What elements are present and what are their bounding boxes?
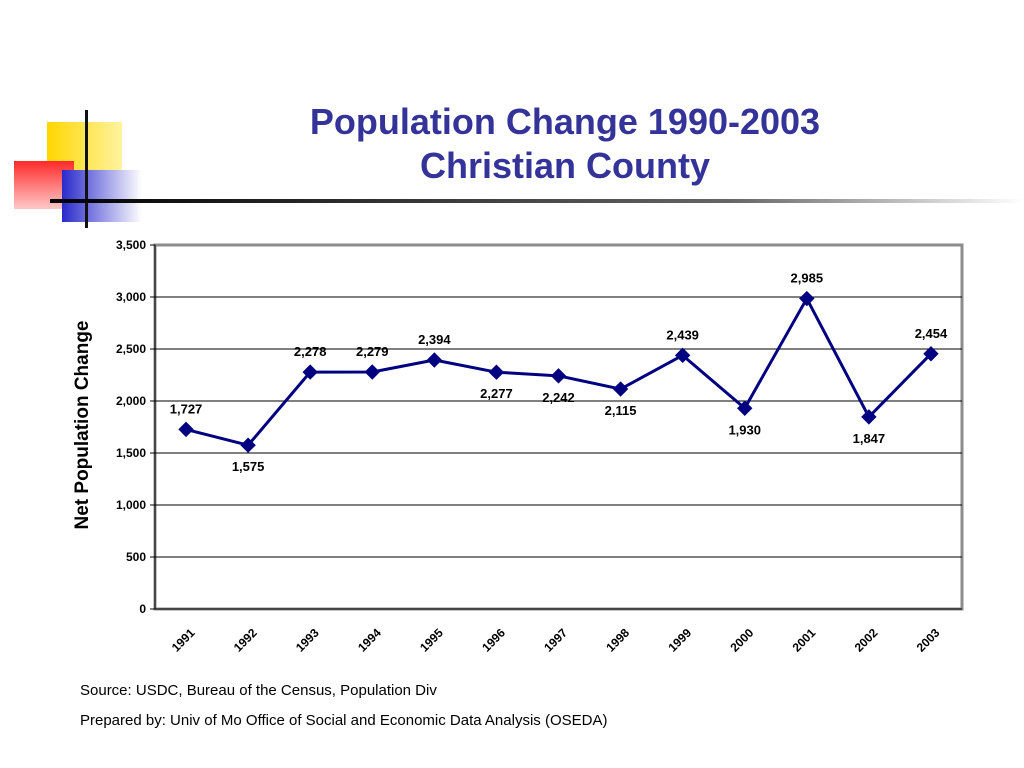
data-label: 2,439 bbox=[666, 327, 699, 342]
data-point bbox=[178, 421, 194, 438]
x-tick-label: 1994 bbox=[355, 626, 384, 655]
slide-decoration bbox=[14, 110, 1024, 228]
plot-area bbox=[153, 243, 964, 611]
x-tick-label: 1996 bbox=[479, 626, 508, 655]
y-tick-label: 500 bbox=[126, 550, 146, 564]
data-label: 2,115 bbox=[605, 403, 637, 418]
data-label: 2,277 bbox=[480, 386, 513, 401]
y-tick-label: 0 bbox=[139, 602, 146, 616]
y-axis-label: Net Population Change bbox=[72, 321, 93, 530]
data-label: 2,279 bbox=[356, 344, 389, 359]
data-label: 1,727 bbox=[170, 401, 203, 416]
x-tick-label: 1991 bbox=[169, 626, 198, 655]
x-tick-label: 1995 bbox=[417, 626, 446, 655]
data-point bbox=[426, 352, 443, 368]
y-tick-label: 2,000 bbox=[116, 394, 146, 408]
x-tick-label: 1993 bbox=[293, 626, 322, 655]
slide-title: Population Change 1990-2003 Christian Co… bbox=[210, 100, 920, 188]
slide-title-line2: Christian County bbox=[419, 145, 710, 186]
line-chart: 0 500 1,000 1,500 2,000 2,500 3,000 3,500 1991 1… bbox=[72, 238, 964, 655]
data-label: 2,394 bbox=[418, 332, 451, 347]
y-tick-label: 3,000 bbox=[116, 290, 146, 304]
data-point bbox=[550, 368, 567, 384]
slide-title-line1: Population Change 1990-2003 bbox=[309, 101, 821, 142]
data-point bbox=[612, 381, 629, 397]
data-point bbox=[674, 347, 691, 364]
deco-blue-square bbox=[62, 170, 142, 222]
y-tick-label: 3,500 bbox=[116, 238, 146, 252]
data-point bbox=[737, 400, 753, 416]
data-point bbox=[861, 409, 877, 425]
x-tick-label: 2000 bbox=[728, 626, 757, 655]
deco-vertical-line bbox=[85, 110, 88, 228]
x-tick-label: 2003 bbox=[914, 626, 943, 655]
data-point bbox=[799, 290, 815, 307]
data-label: 1,930 bbox=[728, 422, 761, 437]
x-tick-label: 1999 bbox=[665, 626, 694, 655]
data-label: 1,847 bbox=[853, 431, 886, 446]
data-label: 2,242 bbox=[542, 390, 575, 405]
data-label: 2,454 bbox=[915, 326, 948, 341]
x-tick-label: 1992 bbox=[231, 626, 260, 655]
data-label: 2,278 bbox=[294, 344, 327, 359]
data-label: 2,985 bbox=[791, 271, 824, 286]
source-note: Source: USDC, Bureau of the Census, Popu… bbox=[80, 682, 437, 699]
data-label: 1,575 bbox=[232, 459, 265, 474]
y-tick-label: 1,500 bbox=[116, 446, 146, 460]
y-tick-label: 1,000 bbox=[116, 498, 146, 512]
data-point bbox=[302, 364, 318, 380]
x-tick-label: 1998 bbox=[603, 626, 632, 655]
x-tick-label: 2001 bbox=[790, 626, 819, 655]
deco-horizontal-line bbox=[50, 199, 1024, 203]
y-tick-label: 2,500 bbox=[116, 342, 146, 356]
data-point bbox=[364, 364, 380, 380]
data-point bbox=[923, 346, 939, 362]
x-tick-label: 1997 bbox=[541, 626, 570, 655]
x-tick-label: 2002 bbox=[852, 626, 881, 655]
prepared-by-note: Prepared by: Univ of Mo Office of Social… bbox=[80, 712, 608, 729]
data-point bbox=[240, 437, 256, 453]
data-point bbox=[488, 364, 505, 380]
